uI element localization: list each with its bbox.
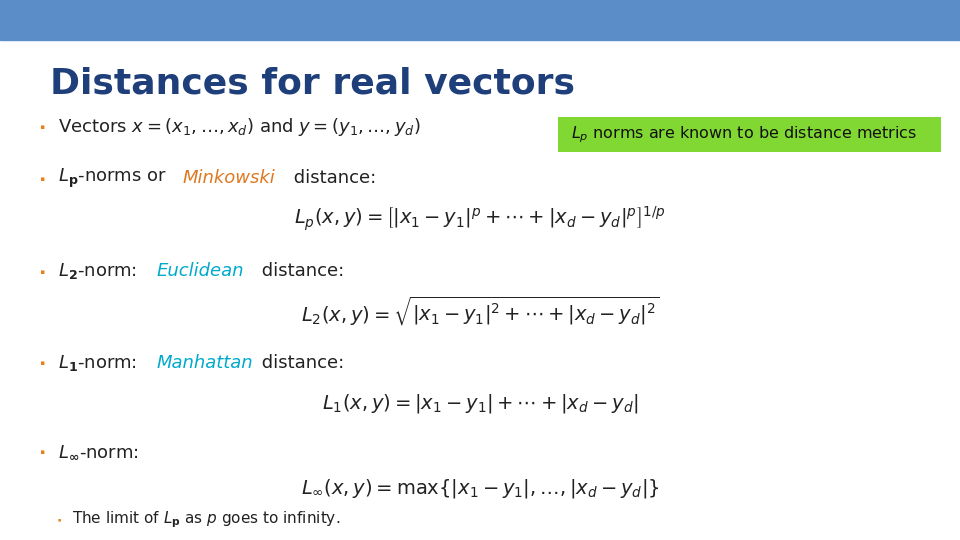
Text: $\mathbf{\mathit{L}_2}$-norm:: $\mathbf{\mathit{L}_2}$-norm:: [58, 261, 138, 281]
Text: Distances for real vectors: Distances for real vectors: [50, 67, 575, 100]
Text: The limit of $\mathbf{\mathit{L}_p}$ as $p$ goes to infinity.: The limit of $\mathbf{\mathit{L}_p}$ as …: [72, 509, 340, 530]
Text: $\mathbf{\mathit{L}_1}$-norm:: $\mathbf{\mathit{L}_1}$-norm:: [58, 353, 138, 373]
Text: $\mathbf{\mathit{L}_\infty}$-norm:: $\mathbf{\mathit{L}_\infty}$-norm:: [58, 443, 138, 461]
Text: Euclidean: Euclidean: [156, 262, 244, 280]
Text: $\mathbf{\cdot}$: $\mathbf{\cdot}$: [38, 353, 46, 373]
Text: distance:: distance:: [288, 169, 376, 187]
Text: $\mathbf{\cdot}$: $\mathbf{\cdot}$: [38, 442, 46, 462]
Text: $\mathbf{\cdot}$: $\mathbf{\cdot}$: [38, 117, 46, 137]
Text: $L_p$ norms are known to be distance metrics: $L_p$ norms are known to be distance met…: [571, 124, 917, 145]
Text: Manhattan: Manhattan: [156, 354, 253, 372]
Text: Minkowski: Minkowski: [182, 169, 276, 187]
Text: $L_2(x, y) = \sqrt{|x_1 - y_1|^2 + \cdots + |x_d - y_d|^2}$: $L_2(x, y) = \sqrt{|x_1 - y_1|^2 + \cdot…: [300, 295, 660, 328]
Text: $\mathbf{\cdot}$: $\mathbf{\cdot}$: [38, 168, 46, 188]
Text: $L_\infty(x, y) = \max\{|x_1 - y_1|, \ldots, |x_d - y_d|\}$: $L_\infty(x, y) = \max\{|x_1 - y_1|, \ld…: [300, 477, 660, 500]
Text: distance:: distance:: [256, 354, 345, 372]
Text: $L_1(x, y) = |x_1 - y_1| + \cdots + |x_d - y_d|$: $L_1(x, y) = |x_1 - y_1| + \cdots + |x_d…: [322, 393, 638, 415]
Text: Vectors $x = (x_1, \ldots, x_d)$ and $y = (y_1, \ldots, y_d)$: Vectors $x = (x_1, \ldots, x_d)$ and $y …: [58, 116, 420, 138]
Text: $\mathbf{\cdot}$: $\mathbf{\cdot}$: [38, 261, 46, 281]
Bar: [0, 0, 960, 40]
FancyBboxPatch shape: [558, 117, 941, 152]
Text: $\mathbf{\mathit{L}_p}$-norms or: $\mathbf{\mathit{L}_p}$-norms or: [58, 167, 166, 190]
Text: $\mathbf{\cdot}$: $\mathbf{\cdot}$: [56, 512, 61, 526]
Text: distance:: distance:: [256, 262, 345, 280]
Text: $L_p(x, y) = \left[|x_1 - y_1|^p + \cdots + |x_d - y_d|^p\right]^{1/p}$: $L_p(x, y) = \left[|x_1 - y_1|^p + \cdot…: [294, 205, 666, 233]
